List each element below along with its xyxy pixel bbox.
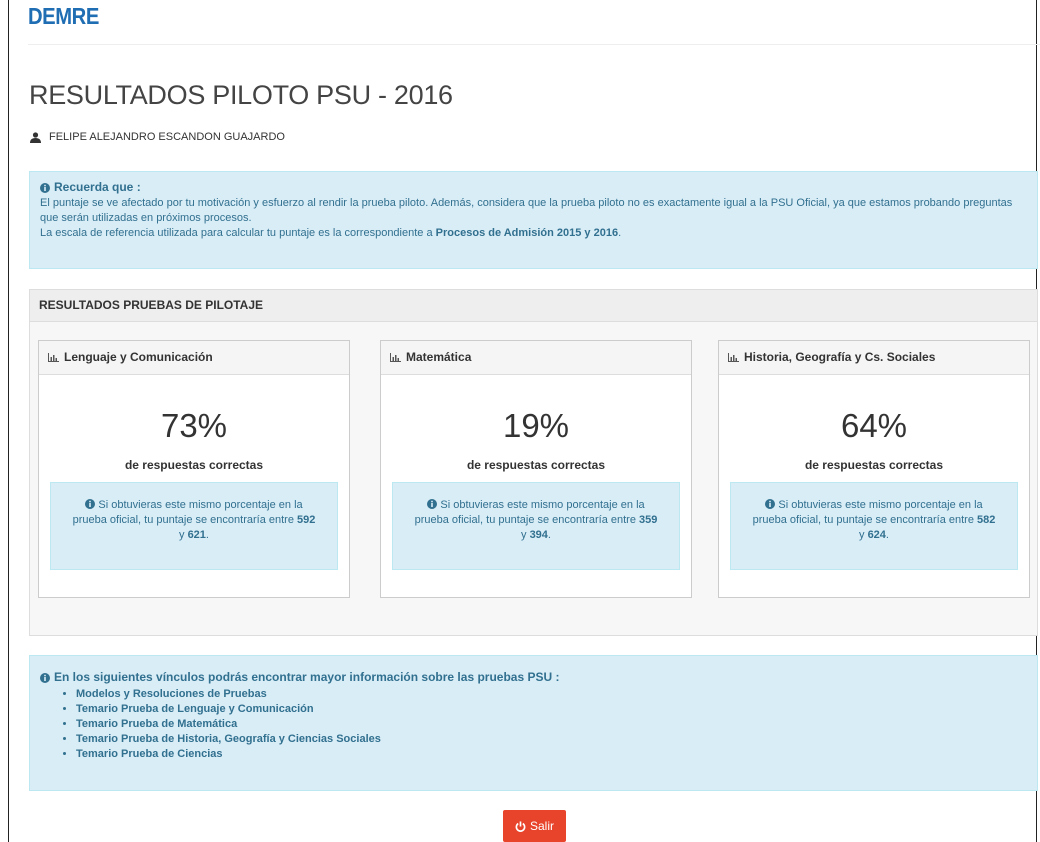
- score-max: 394: [529, 529, 548, 541]
- results-panel: RESULTADOS PRUEBAS DE PILOTAJE Lenguaje …: [29, 289, 1038, 636]
- link-item[interactable]: Temario Prueba de Lenguaje y Comunicació…: [76, 702, 1027, 717]
- caption: de respuestas correctas: [124, 458, 264, 472]
- info-text: Si obtuvieras este mismo porcentaje en l…: [414, 499, 645, 526]
- info-icon: [40, 672, 50, 683]
- result-card: Historia, Geografía y Cs. Sociales 64% de …: [718, 340, 1030, 598]
- user: FELIPE ALEJANDRO ESCANDON GUAJARDO: [30, 131, 285, 143]
- user-name: FELIPE ALEJANDRO ESCANDON GUAJARDO: [49, 131, 285, 143]
- card-subject: Lenguaje y Comunicación: [64, 350, 213, 364]
- power-icon: [515, 820, 526, 832]
- link-item[interactable]: Temario Prueba de Ciencias: [76, 747, 1027, 762]
- info-icon: [40, 182, 50, 193]
- card-info: Si obtuvieras este mismo porcentaje en l…: [730, 482, 1018, 570]
- notice-scale: La escala de referencia utilizada para c…: [40, 226, 1027, 241]
- scale-text: La escala de referencia utilizada para c…: [40, 227, 433, 239]
- card-heading: Matemática: [381, 341, 691, 375]
- notice: Recuerda que : El puntaje se ve afectado…: [29, 171, 1038, 269]
- card-info: Si obtuvieras este mismo porcentaje en l…: [392, 482, 680, 570]
- score-max: 621: [187, 529, 206, 541]
- score-min: 592: [297, 514, 316, 526]
- score-min: 582: [977, 514, 996, 526]
- chart-icon: [390, 353, 401, 362]
- joiner: y: [859, 529, 865, 541]
- logo: DEMRE: [28, 3, 99, 29]
- notice-text: El puntaje se ve afectado por tu motivac…: [40, 197, 1013, 224]
- result-card: Matemática 19% de respuestas correctas Si …: [380, 340, 692, 598]
- caption: de respuestas correctas: [466, 458, 606, 472]
- divider: [28, 44, 1040, 45]
- notice-title: Recuerda que :: [54, 180, 141, 194]
- links-heading: En los siguientes vínculos podrás encont…: [40, 670, 1027, 685]
- info-text: Si obtuvieras este mismo porcentaje en l…: [72, 499, 303, 526]
- notice-heading: Recuerda que :: [40, 180, 1027, 195]
- caption: de respuestas correctas: [804, 458, 944, 472]
- card-subject: Matemática: [406, 350, 472, 364]
- card-heading: Historia, Geografía y Cs. Sociales: [719, 341, 1029, 375]
- scale-end: .: [618, 227, 622, 239]
- link-item[interactable]: Temario Prueba de Matemática: [76, 717, 1027, 732]
- links-box: En los siguientes vínculos podrás encont…: [29, 655, 1038, 791]
- chart-icon: [48, 353, 59, 362]
- link-list: Modelos y Resoluciones de PruebasTemario…: [40, 687, 1027, 762]
- link-item[interactable]: Modelos y Resoluciones de Pruebas: [76, 687, 1027, 702]
- score-min: 359: [639, 514, 658, 526]
- percent: 73%: [160, 407, 228, 444]
- scale-bold: Procesos de Admisión 2015 y 2016: [435, 227, 619, 239]
- chart-icon: [728, 353, 739, 362]
- card-heading: Lenguaje y Comunicación: [39, 341, 349, 375]
- joiner: y: [179, 529, 185, 541]
- info-icon: [427, 499, 438, 509]
- end: .: [205, 529, 209, 541]
- end: .: [547, 529, 551, 541]
- percent: 64%: [840, 407, 908, 444]
- results-heading: RESULTADOS PRUEBAS DE PILOTAJE: [30, 290, 1037, 322]
- page-title: RESULTADOS PILOTO PSU - 2016: [29, 80, 453, 110]
- user-icon: [30, 131, 41, 143]
- card-subject: Historia, Geografía y Cs. Sociales: [744, 350, 936, 364]
- score-max: 624: [867, 529, 886, 541]
- joiner: y: [521, 529, 527, 541]
- link-item[interactable]: Temario Prueba de Historia, Geografía y …: [76, 732, 1027, 747]
- links-title: En los siguientes vínculos podrás encont…: [54, 670, 560, 684]
- percent: 19%: [502, 407, 570, 444]
- exit-button[interactable]: Salir: [503, 810, 566, 842]
- end: .: [885, 529, 889, 541]
- result-card: Lenguaje y Comunicación 73% de respuestas …: [38, 340, 350, 598]
- info-icon: [765, 499, 776, 509]
- card-info: Si obtuvieras este mismo porcentaje en l…: [50, 482, 338, 570]
- info-text: Si obtuvieras este mismo porcentaje en l…: [752, 499, 983, 526]
- exit-label[interactable]: Salir: [529, 819, 554, 833]
- info-icon: [85, 499, 96, 509]
